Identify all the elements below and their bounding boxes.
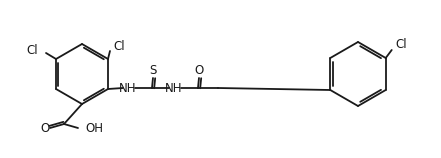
Text: O: O <box>41 122 50 136</box>
Text: Cl: Cl <box>26 43 38 57</box>
Text: S: S <box>149 64 157 78</box>
Text: Cl: Cl <box>113 40 125 52</box>
Text: NH: NH <box>119 82 137 95</box>
Text: NH: NH <box>165 82 183 95</box>
Text: O: O <box>194 64 204 78</box>
Text: OH: OH <box>85 122 103 136</box>
Text: Cl: Cl <box>396 39 407 52</box>
